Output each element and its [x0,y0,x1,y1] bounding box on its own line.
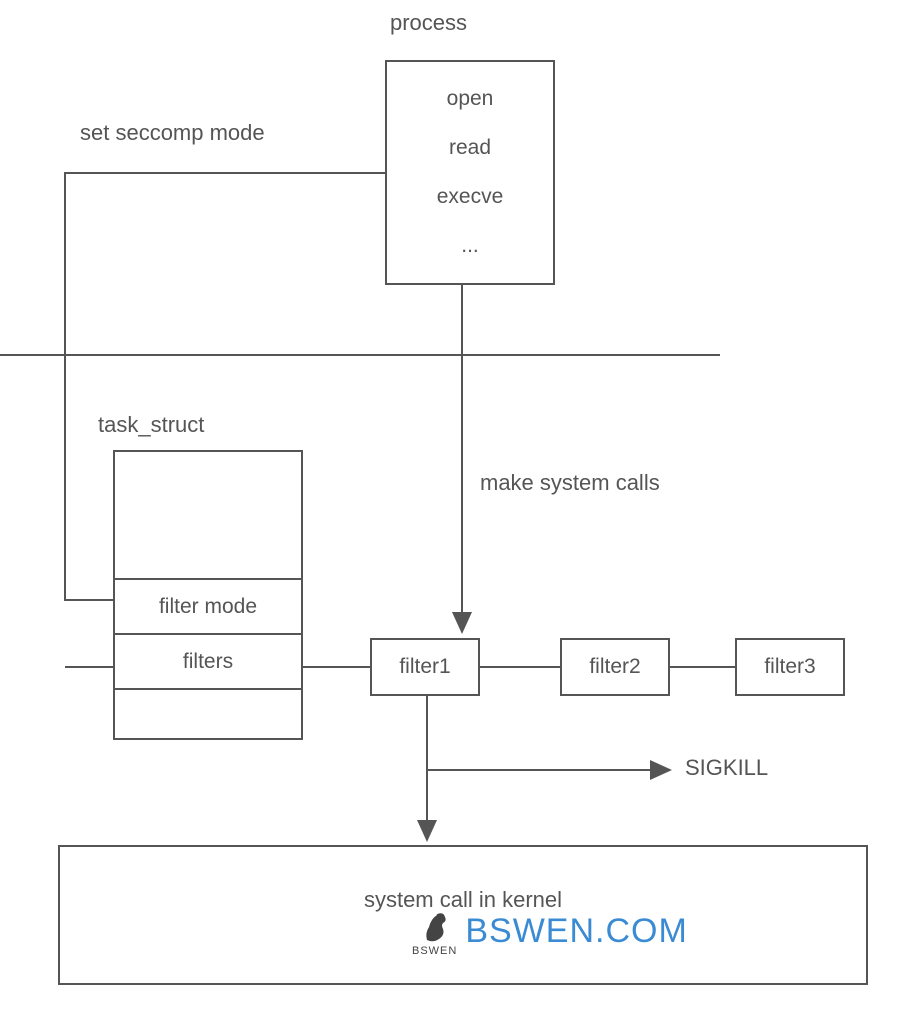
filter3-box: filter3 [735,638,845,696]
process-title-label: process [390,10,467,36]
watermark-text: BSWEN.COM [465,912,687,951]
watermark-logo: BSWEN [412,905,457,957]
set-seccomp-label: set seccomp mode [80,120,265,146]
watermark-sub: BSWEN [412,945,457,957]
sigkill-label: SIGKILL [685,755,768,781]
process-box: open read execve... [385,60,555,285]
filter2-box: filter2 [560,638,670,696]
process-item: open [447,87,494,111]
task-struct-box: filter modefilters [113,450,303,740]
filter1-box: filter1 [370,638,480,696]
filter3-text: filter3 [764,655,815,679]
horse-icon [415,905,455,945]
watermark: BSWEN BSWEN.COM [412,905,688,957]
process-item: read [449,136,491,160]
make-syscalls-label: make system calls [480,470,660,496]
task-struct-row [115,690,301,738]
task-struct-row: filter mode [115,580,301,635]
process-item: ... [461,234,479,258]
filter2-text: filter2 [589,655,640,679]
task-struct-row [115,452,301,580]
task-struct-label: task_struct [98,412,204,438]
filter1-text: filter1 [399,655,450,679]
process-item: execve [437,185,504,209]
task-struct-row: filters [115,635,301,690]
